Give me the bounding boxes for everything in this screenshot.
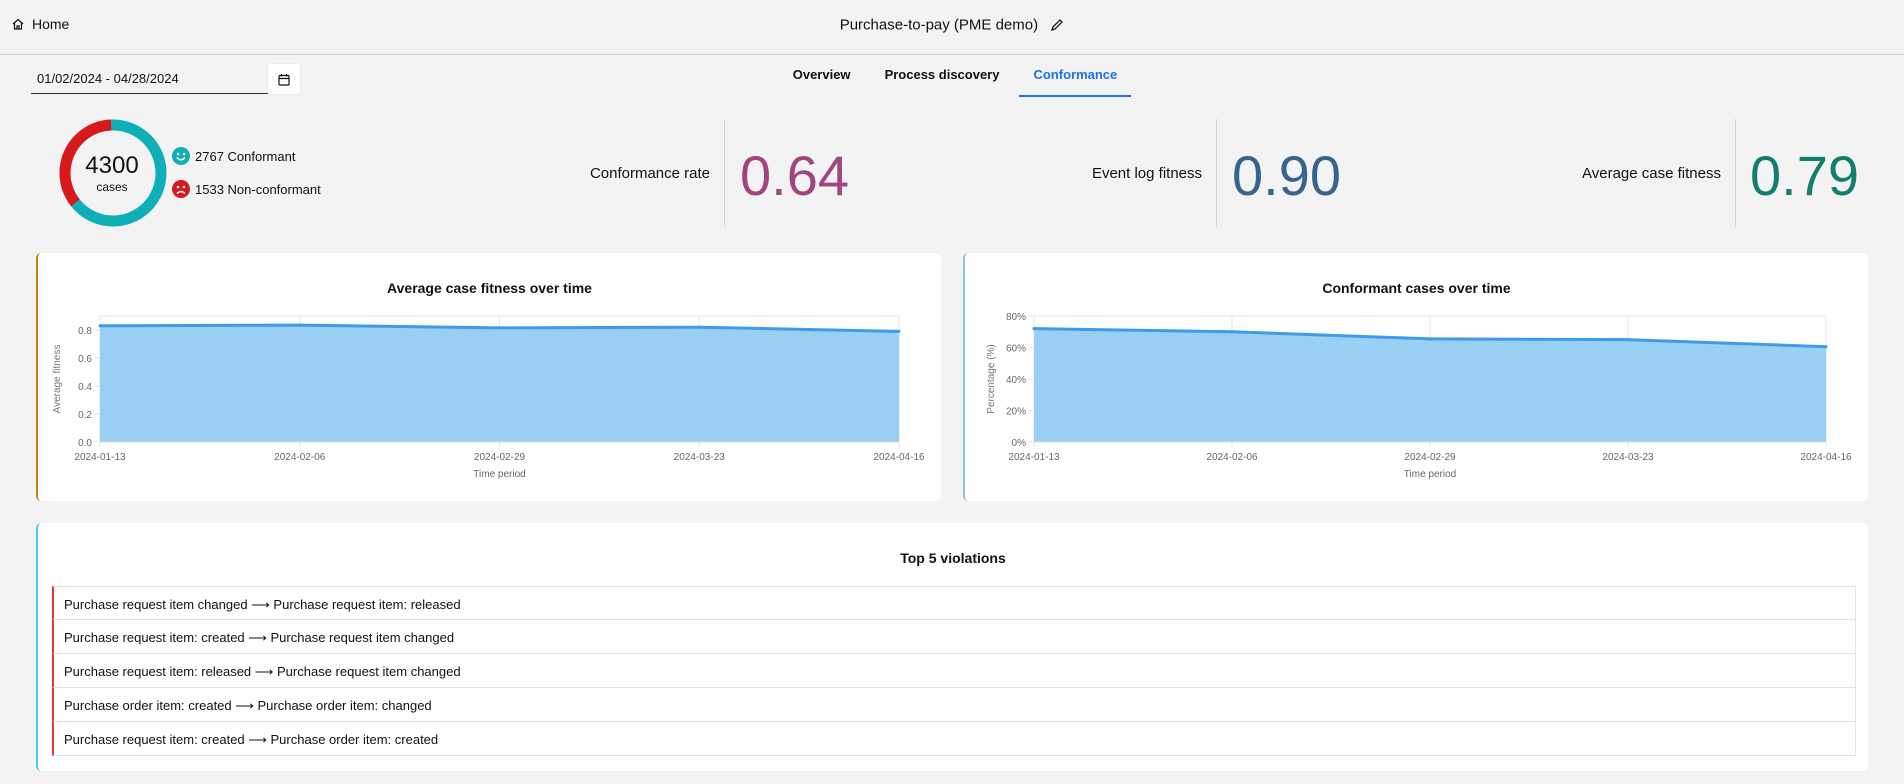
series-line-segment	[99, 323, 300, 328]
area-fill	[1034, 328, 1826, 442]
kpi-value-conformance-rate: 0.64	[740, 144, 849, 207]
non-conformant-count: 1533 Non-conformant	[195, 181, 321, 197]
y-tick-label: 0.2	[78, 410, 92, 421]
kpi-divider	[1216, 119, 1217, 227]
data-point	[298, 323, 302, 327]
kpi-label-conformance-rate: Conformance rate	[589, 165, 710, 182]
series-line-segment	[1033, 327, 1233, 334]
kpi-value-event-log-fitness: 0.90	[1232, 144, 1341, 207]
page-title: Purchase-to-pay (PME demo)	[0, 16, 1904, 34]
x-tick-label: 2024-01-13	[74, 452, 126, 463]
violations-title: Top 5 violations	[900, 550, 1006, 566]
tab-process-discovery[interactable]: Process discovery	[884, 67, 1000, 82]
series-line-segment	[1429, 337, 1629, 342]
cases-donut-chart	[59, 119, 167, 227]
y-tick-label: 0.4	[78, 382, 92, 393]
date-range-input[interactable]: 01/02/2024 - 04/28/2024	[31, 64, 268, 94]
series-line-segment	[699, 325, 900, 333]
y-tick-label: 0.0	[78, 438, 92, 449]
tab-bar: Overview Process discovery Conformance	[0, 56, 1904, 97]
series-line-segment	[1627, 338, 1827, 349]
x-tick-label: 2024-03-23	[1602, 452, 1654, 463]
y-tick-label: 40%	[1006, 375, 1026, 386]
y-axis-label: Average fitness	[52, 345, 63, 414]
home-link[interactable]: Home	[12, 16, 69, 32]
chart-title: Conformant cases over time	[1322, 280, 1511, 296]
violation-row[interactable]: Purchase request item: created ⟶ Purchas…	[52, 620, 1856, 654]
tab-conformance[interactable]: Conformance	[1019, 56, 1132, 97]
y-tick-label: 0.6	[78, 354, 92, 365]
y-tick-label: 20%	[1006, 407, 1026, 418]
x-tick-label: 2024-04-16	[873, 452, 925, 463]
y-tick-label: 0.8	[78, 326, 92, 337]
data-point	[697, 325, 701, 329]
violation-row[interactable]: Purchase request item: released ⟶ Purcha…	[52, 654, 1856, 688]
x-tick-label: 2024-02-29	[474, 452, 526, 463]
x-tick-label: 2024-02-29	[1404, 452, 1456, 463]
violation-row[interactable]: Purchase order item: created ⟶ Purchase …	[52, 688, 1856, 722]
date-range-value: 01/02/2024 - 04/28/2024	[37, 71, 179, 86]
data-point	[1626, 338, 1630, 342]
violations-card: Top 5 violations Purchase request item c…	[36, 523, 1868, 771]
kpi-divider	[724, 119, 725, 227]
y-tick-label: 80%	[1006, 312, 1026, 323]
legend-non-conformant: 1533 Non-conformant	[172, 180, 321, 198]
x-tick-label: 2024-02-06	[1206, 452, 1258, 463]
x-tick-label: 2024-04-16	[1800, 452, 1852, 463]
home-icon	[12, 18, 24, 30]
kpi-value-average-case-fitness: 0.79	[1750, 144, 1859, 207]
series-line-segment	[499, 325, 700, 330]
total-cases: 4300	[85, 152, 139, 179]
kpi-label-event-log-fitness: Event log fitness	[1091, 165, 1202, 182]
conformant-chart-card: Conformant cases over time 0% 20% 40% 60% 80…	[963, 253, 1868, 501]
kpi-label-average-case-fitness: Average case fitness	[1582, 165, 1721, 182]
data-point	[1230, 330, 1234, 334]
legend-conformant: 2767 Conformant	[172, 147, 295, 165]
conformant-area-chart: 0% 20% 40% 60% 80% 2024-01-13 2024-02-06 2024-0…	[986, 312, 1852, 480]
y-tick-label: 0%	[1012, 438, 1027, 449]
violation-row[interactable]: Purchase request item changed ⟶ Purchase…	[52, 586, 1856, 620]
data-point	[98, 324, 102, 328]
total-cases-label: cases	[96, 180, 128, 194]
kpi-divider	[1735, 119, 1736, 227]
donut-center: 4300 cases	[62, 152, 162, 194]
data-point	[498, 326, 501, 330]
data-point	[1824, 345, 1828, 349]
x-tick-label: 2024-03-23	[674, 452, 726, 463]
series-line-segment	[299, 323, 500, 330]
fitness-area-chart: 0.0 0.2 0.4 0.6 0.8 2024-01-13 2024-02-06 2024-…	[52, 315, 925, 480]
x-tick-label: 2024-01-13	[1008, 452, 1060, 463]
violations-list: Purchase request item changed ⟶ Purchase…	[52, 586, 1856, 756]
pencil-icon[interactable]	[1050, 18, 1064, 32]
tab-overview[interactable]: Overview	[792, 67, 851, 82]
data-point	[1428, 337, 1432, 341]
data-point	[897, 329, 901, 333]
fitness-chart-card: Average case fitness over time 0.0 0.2 0.4…	[36, 253, 941, 501]
calendar-button[interactable]	[268, 64, 300, 94]
data-point	[1032, 327, 1036, 331]
series-line-segment	[1231, 330, 1431, 341]
y-axis-label: Percentage (%)	[986, 344, 997, 413]
x-axis-label: Time period	[473, 469, 525, 480]
y-tick-label: 60%	[1006, 344, 1026, 355]
top-bar	[0, 0, 1904, 55]
violation-row[interactable]: Purchase request item: created ⟶ Purchas…	[52, 722, 1856, 756]
x-axis-label: Time period	[1404, 469, 1456, 480]
home-label: Home	[32, 16, 70, 32]
process-name: Purchase-to-pay (PME demo)	[839, 16, 1039, 34]
chart-title: Average case fitness over time	[387, 280, 592, 296]
x-tick-label: 2024-02-06	[274, 452, 326, 463]
calendar-icon	[278, 73, 290, 86]
area-fill	[100, 325, 899, 442]
conformant-count: 2767 Conformant	[195, 148, 296, 164]
smiley-icon	[172, 147, 190, 165]
frown-icon	[172, 180, 190, 198]
